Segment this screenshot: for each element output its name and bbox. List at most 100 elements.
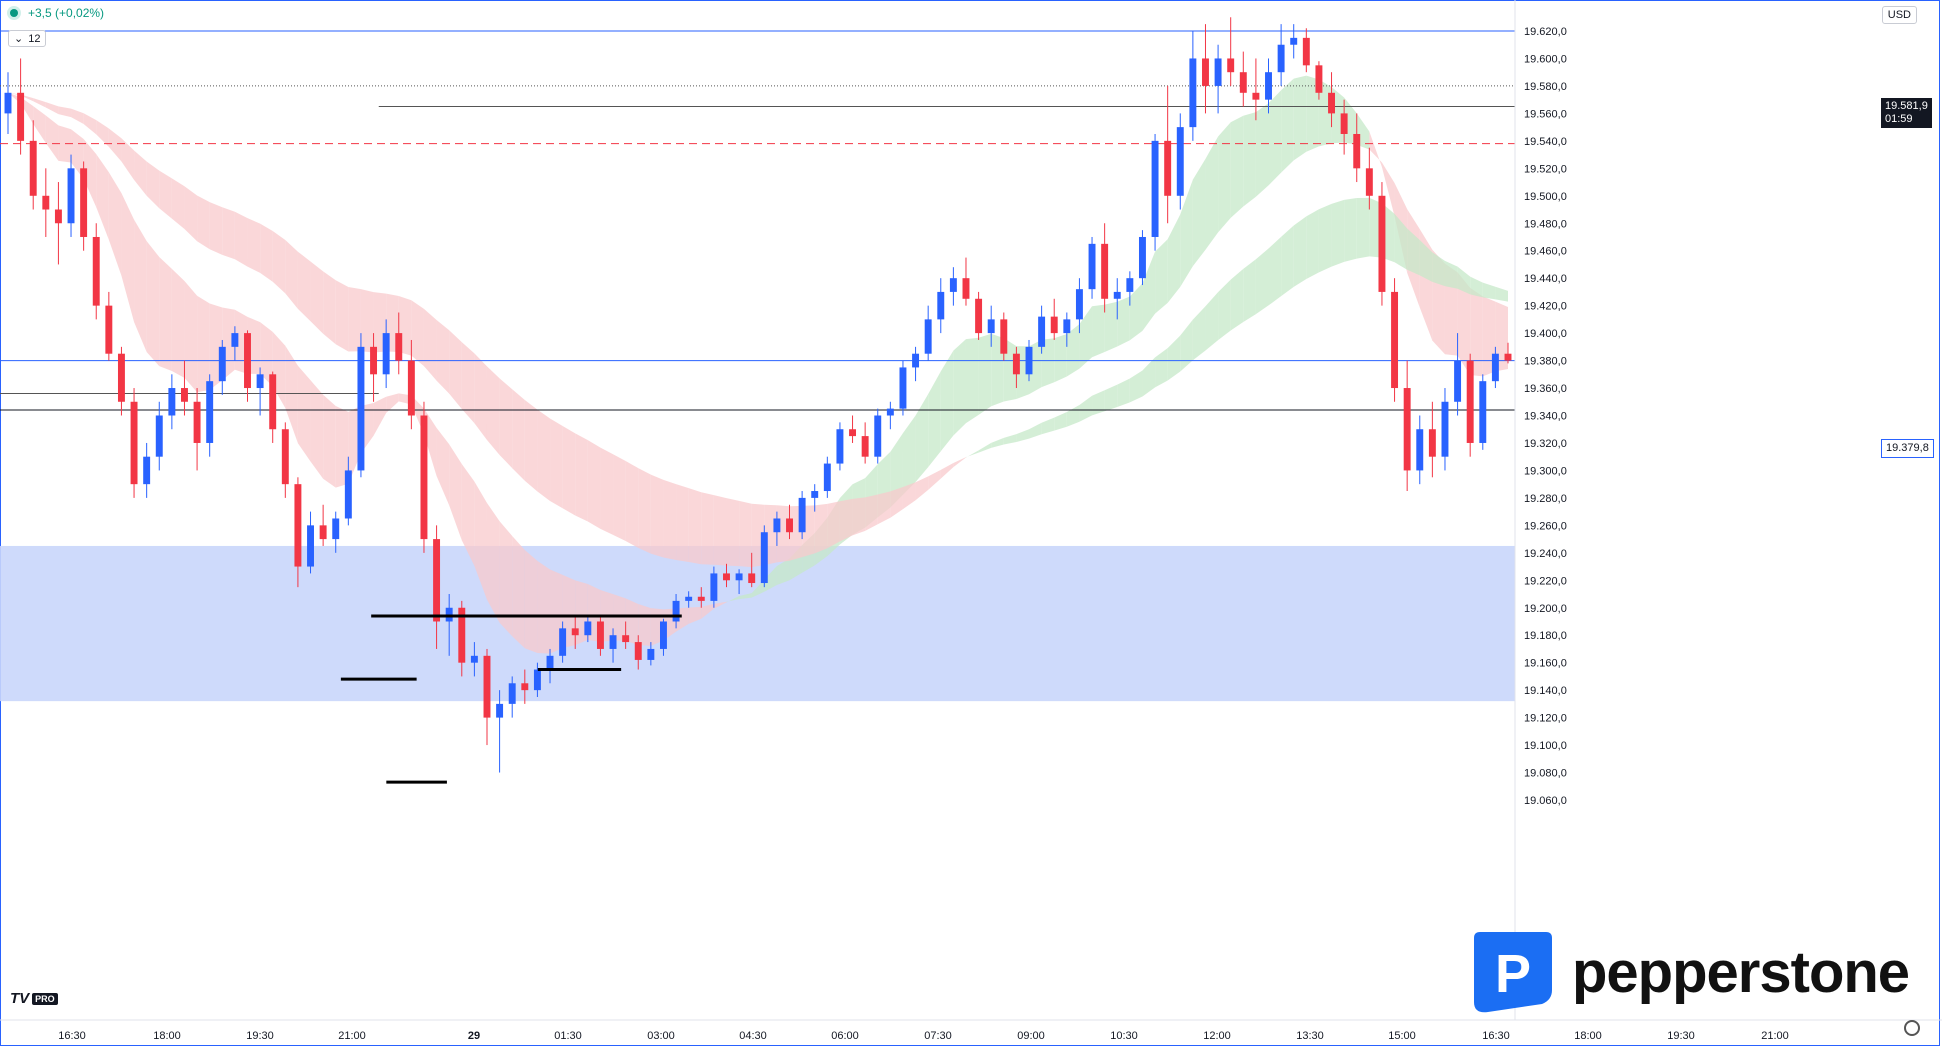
candle-body — [307, 525, 314, 567]
fast-ma-ribbon — [45, 115, 59, 161]
gear-icon[interactable] — [1904, 1020, 1920, 1036]
fast-ma-ribbon — [701, 603, 714, 619]
candle-body — [1063, 319, 1071, 334]
slow-ma-ribbon — [1092, 390, 1105, 416]
price-tick-label: 19.140,0 — [1524, 685, 1567, 697]
slow-ma-ribbon — [1230, 268, 1244, 331]
candle — [1428, 401, 1436, 478]
candle-body — [1378, 195, 1386, 292]
candle-body — [634, 642, 642, 660]
demand-zone — [0, 545, 1515, 702]
price-tick-label: 19.600,0 — [1524, 53, 1567, 65]
slow-ma-ribbon — [713, 495, 727, 566]
fast-ma-ribbon — [1192, 158, 1206, 267]
candle — [269, 371, 277, 443]
candle-body — [1138, 236, 1146, 279]
fast-ma-ribbon — [1117, 296, 1130, 347]
candle-body — [874, 415, 882, 457]
slow-ma-ribbon — [411, 300, 424, 367]
candle — [307, 511, 314, 574]
fast-ma-ribbon — [1129, 283, 1143, 341]
fast-ma-ribbon — [751, 579, 765, 598]
slow-ma-ribbon — [940, 462, 954, 479]
price-tick-label: 19.560,0 — [1524, 108, 1567, 120]
candle-body — [420, 415, 428, 540]
candle-body — [1202, 58, 1209, 86]
slow-ma-ribbon — [209, 202, 223, 255]
fast-ma-ribbon — [1054, 334, 1067, 383]
slow-ma-ribbon — [1470, 276, 1483, 298]
candle — [1365, 147, 1373, 210]
price-tick-label: 19.260,0 — [1524, 520, 1567, 532]
candle-body — [659, 621, 667, 649]
candle — [244, 330, 251, 402]
candle-body — [382, 333, 390, 375]
candle — [54, 182, 62, 265]
fast-ma-ribbon — [260, 322, 273, 387]
candle-body — [1416, 429, 1424, 471]
tradingview-logo[interactable]: TV PRO — [10, 990, 58, 1007]
fast-ma-ribbon — [638, 604, 651, 646]
candle — [483, 648, 491, 746]
candle-body — [1189, 58, 1197, 128]
slow-ma-ribbon — [1495, 286, 1508, 302]
candle — [622, 621, 630, 649]
candle-body — [559, 628, 567, 656]
candle — [1315, 61, 1323, 100]
candle-body — [395, 333, 403, 361]
slow-ma-ribbon — [600, 447, 614, 535]
candle — [786, 504, 793, 540]
candle — [546, 648, 554, 684]
interval-selector[interactable]: ⌄ 12 — [8, 30, 47, 47]
price-tick-label: 19.300,0 — [1524, 465, 1567, 477]
fast-ma-ribbon — [726, 595, 740, 603]
fast-ma-ribbon — [1205, 136, 1219, 250]
fast-ma-ribbon — [915, 394, 929, 482]
fast-ma-ribbon — [436, 427, 450, 506]
candle-body — [231, 333, 239, 347]
candle-body — [975, 298, 983, 334]
slow-ma-ribbon — [310, 261, 324, 334]
price-tick-label: 19.420,0 — [1524, 301, 1567, 313]
slow-ma-ribbon — [739, 500, 752, 568]
slow-ma-ribbon — [965, 450, 979, 458]
candle — [433, 525, 441, 649]
slow-ma-ribbon — [348, 287, 361, 352]
price-tick-label: 19.440,0 — [1524, 273, 1567, 285]
candle — [874, 408, 882, 464]
currency-selector[interactable]: USD — [1881, 6, 1917, 24]
fast-ma-ribbon — [1268, 90, 1282, 186]
fast-ma-ribbon — [1381, 162, 1395, 217]
slow-ma-ribbon — [272, 230, 286, 294]
price-tick-label: 19.460,0 — [1524, 246, 1567, 258]
candle — [886, 401, 894, 430]
slow-ma-ribbon — [814, 503, 828, 554]
candle — [1416, 415, 1424, 485]
current-price-tag: 19.581,9 01:59 — [1881, 98, 1932, 128]
candle-body — [987, 319, 995, 334]
candle — [1302, 28, 1310, 73]
slow-ma-ribbon — [184, 186, 198, 242]
interval-label: 12 — [28, 32, 41, 45]
candle — [798, 491, 806, 540]
candle — [357, 333, 365, 478]
slow-ma-ribbon — [423, 308, 437, 381]
fast-ma-ribbon — [33, 106, 46, 143]
candle-body — [269, 374, 277, 430]
candle-body — [798, 497, 806, 533]
candle-body — [483, 655, 491, 718]
fast-ma-ribbon — [134, 219, 147, 352]
fast-ma-ribbon — [373, 396, 387, 436]
slow-ma-ribbon — [726, 498, 740, 567]
slow-ma-ribbon — [537, 409, 551, 501]
candle-body — [281, 429, 289, 485]
slow-ma-ribbon — [1079, 395, 1093, 422]
slow-ma-ribbon — [902, 482, 916, 510]
fast-ma-ribbon — [146, 241, 160, 367]
brand-name: pepperstone — [1572, 939, 1910, 1005]
candle — [1189, 31, 1197, 141]
slow-ma-ribbon — [1356, 197, 1370, 259]
price-tick-label: 19.160,0 — [1524, 658, 1567, 670]
candle-body — [1239, 72, 1247, 93]
